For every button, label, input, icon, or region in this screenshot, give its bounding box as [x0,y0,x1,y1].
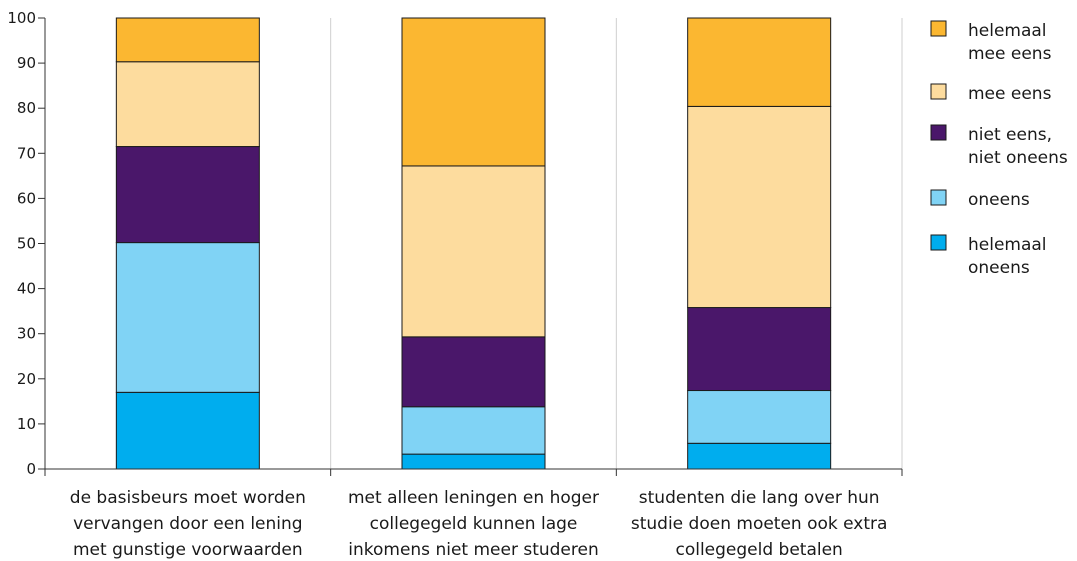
legend-label: mee eens [968,84,1052,104]
bar-segment [401,453,546,470]
y-tick-label: 70 [17,144,36,162]
legend-swatch [930,124,947,141]
legend-swatch [930,83,947,100]
y-tick-label: 60 [17,189,36,207]
x-category-label: collegegeld kunnen lage [370,514,578,534]
bar-segment [401,17,546,167]
y-tick-label: 90 [17,54,36,72]
legend-label: niet oneens [968,148,1068,168]
y-tick-label: 30 [17,325,36,343]
x-category-label: studenten die lang over hun [639,488,880,508]
legend-label: oneens [968,190,1030,210]
legend-label: helemaal [968,235,1047,255]
legend-swatch [930,234,947,251]
y-tick-label: 40 [17,280,36,298]
y-tick-label: 50 [17,235,36,253]
bar-segment [687,17,832,107]
legend-label: helemaal [968,21,1047,41]
bar-segment [115,391,260,470]
x-category-label: met gunstige voorwaarden [73,540,303,560]
x-category-label: met alleen leningen en hoger [348,488,599,508]
y-tick-label: 80 [17,99,36,117]
bar-segment [687,105,832,309]
x-category-label: collegegeld betalen [675,540,842,560]
bar-segment [401,406,546,455]
x-category-label: de basisbeurs moet worden [70,488,306,508]
bar-segment [401,165,546,338]
legend-swatch [930,20,947,37]
bar-segment [687,390,832,444]
bars [115,17,832,470]
bar-segment [687,442,832,470]
y-axis: 0 10 20 30 40 50 60 70 80 90 100 [7,9,46,478]
x-category-label: inkomens niet meer studeren [348,540,598,560]
vertical-gridlines [330,18,903,469]
legend-label: oneens [968,258,1030,278]
x-category-label: studie doen moeten ook extra [631,514,888,534]
legend-swatch [930,189,947,206]
legend: helemaal mee eens mee eens niet eens, niet o… [930,20,1068,278]
bar-segment [115,242,260,393]
bar-segment [115,17,260,63]
y-tick-label: 20 [17,370,36,388]
bar-segment [401,336,546,408]
legend-label: mee eens [968,44,1052,64]
bar-segment [687,307,832,392]
y-tick-label: 0 [26,460,36,478]
x-axis: de basisbeurs moet worden vervangen door … [44,468,903,560]
legend-label: niet eens, [968,125,1052,145]
bar-segment [115,61,260,148]
y-tick-label: 100 [7,9,36,27]
y-tick-label: 10 [17,415,36,433]
bar-segment [115,146,260,244]
x-category-label: vervangen door een lening [73,514,303,534]
